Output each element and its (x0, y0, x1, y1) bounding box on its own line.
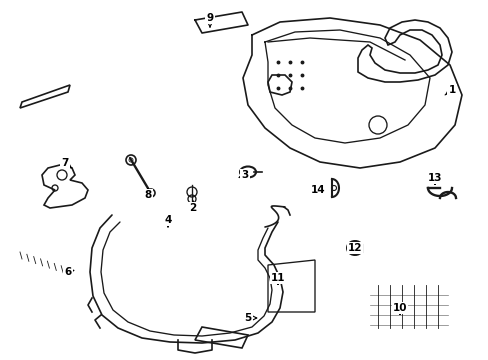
Polygon shape (20, 85, 70, 108)
Text: 9: 9 (206, 13, 213, 27)
Text: 6: 6 (64, 267, 74, 277)
Text: 1: 1 (444, 85, 455, 95)
Text: 3: 3 (239, 170, 248, 180)
Text: 8: 8 (144, 189, 151, 200)
Polygon shape (42, 165, 88, 208)
Text: 4: 4 (164, 215, 171, 227)
Text: 2: 2 (189, 201, 196, 213)
Polygon shape (267, 260, 314, 312)
Polygon shape (357, 20, 451, 82)
Text: 11: 11 (270, 273, 285, 284)
Text: 7: 7 (61, 158, 72, 168)
Circle shape (129, 158, 133, 162)
Text: 12: 12 (347, 243, 362, 253)
Polygon shape (267, 75, 291, 95)
Text: 5: 5 (244, 313, 256, 323)
Text: 10: 10 (392, 303, 407, 314)
Text: 13: 13 (427, 173, 441, 184)
Polygon shape (195, 327, 247, 348)
Text: 14: 14 (310, 185, 325, 195)
